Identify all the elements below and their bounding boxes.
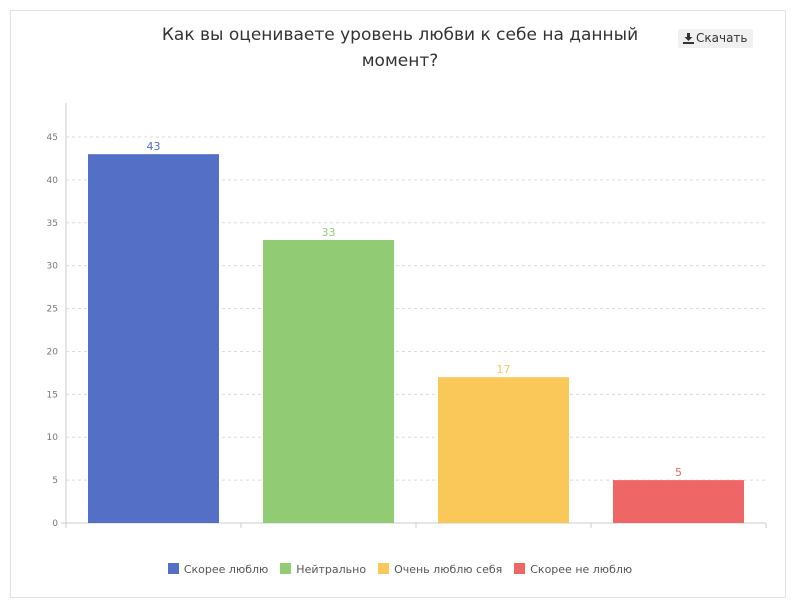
y-tick-label: 20 [47,347,59,357]
bar [263,239,394,523]
data-label: 17 [497,363,511,376]
chart-legend: Скорее люблю Нейтрально Очень люблю себя Ск… [0,563,800,576]
legend-label: Нейтрально [296,563,367,576]
legend-swatch [280,563,292,574]
y-tick-label: 5 [52,476,58,486]
chart-title: Как вы оцениваете уровень любви к себе н… [161,25,639,71]
legend-swatch [167,563,179,574]
legend-item[interactable]: Очень люблю себя [378,563,502,576]
legend-label: Очень люблю себя [394,563,503,576]
download-icon [683,33,694,44]
legend-item[interactable]: Скорее люблю [167,563,269,576]
bar [438,377,569,523]
bar [613,480,744,523]
legend-label: Скорее не люблю [530,563,633,576]
download-label: Скачать [696,31,748,45]
y-tick-label: 45 [47,133,58,143]
legend-item[interactable]: Нейтрально [280,563,366,576]
y-tick-label: 35 [47,219,58,229]
bar-chart: 0 5 10 15 20 25 30 35 40 45 43 33 17 5 [47,103,767,529]
y-tick-label: 40 [47,176,59,186]
download-button[interactable]: Скачать [678,29,753,48]
bar [88,154,219,523]
legend-item[interactable]: Скорее не люблю [514,563,632,576]
legend-label: Скорее люблю [183,563,269,576]
y-tick-label: 0 [52,519,58,529]
y-tick-label: 25 [47,305,58,315]
data-label: 5 [675,466,682,479]
y-tick-label: 30 [47,262,59,272]
data-label: 33 [322,226,336,239]
y-tick-label: 15 [47,390,58,400]
legend-swatch [514,563,526,574]
y-tick-label: 10 [47,433,59,443]
data-label: 43 [147,140,161,153]
legend-swatch [378,563,390,574]
